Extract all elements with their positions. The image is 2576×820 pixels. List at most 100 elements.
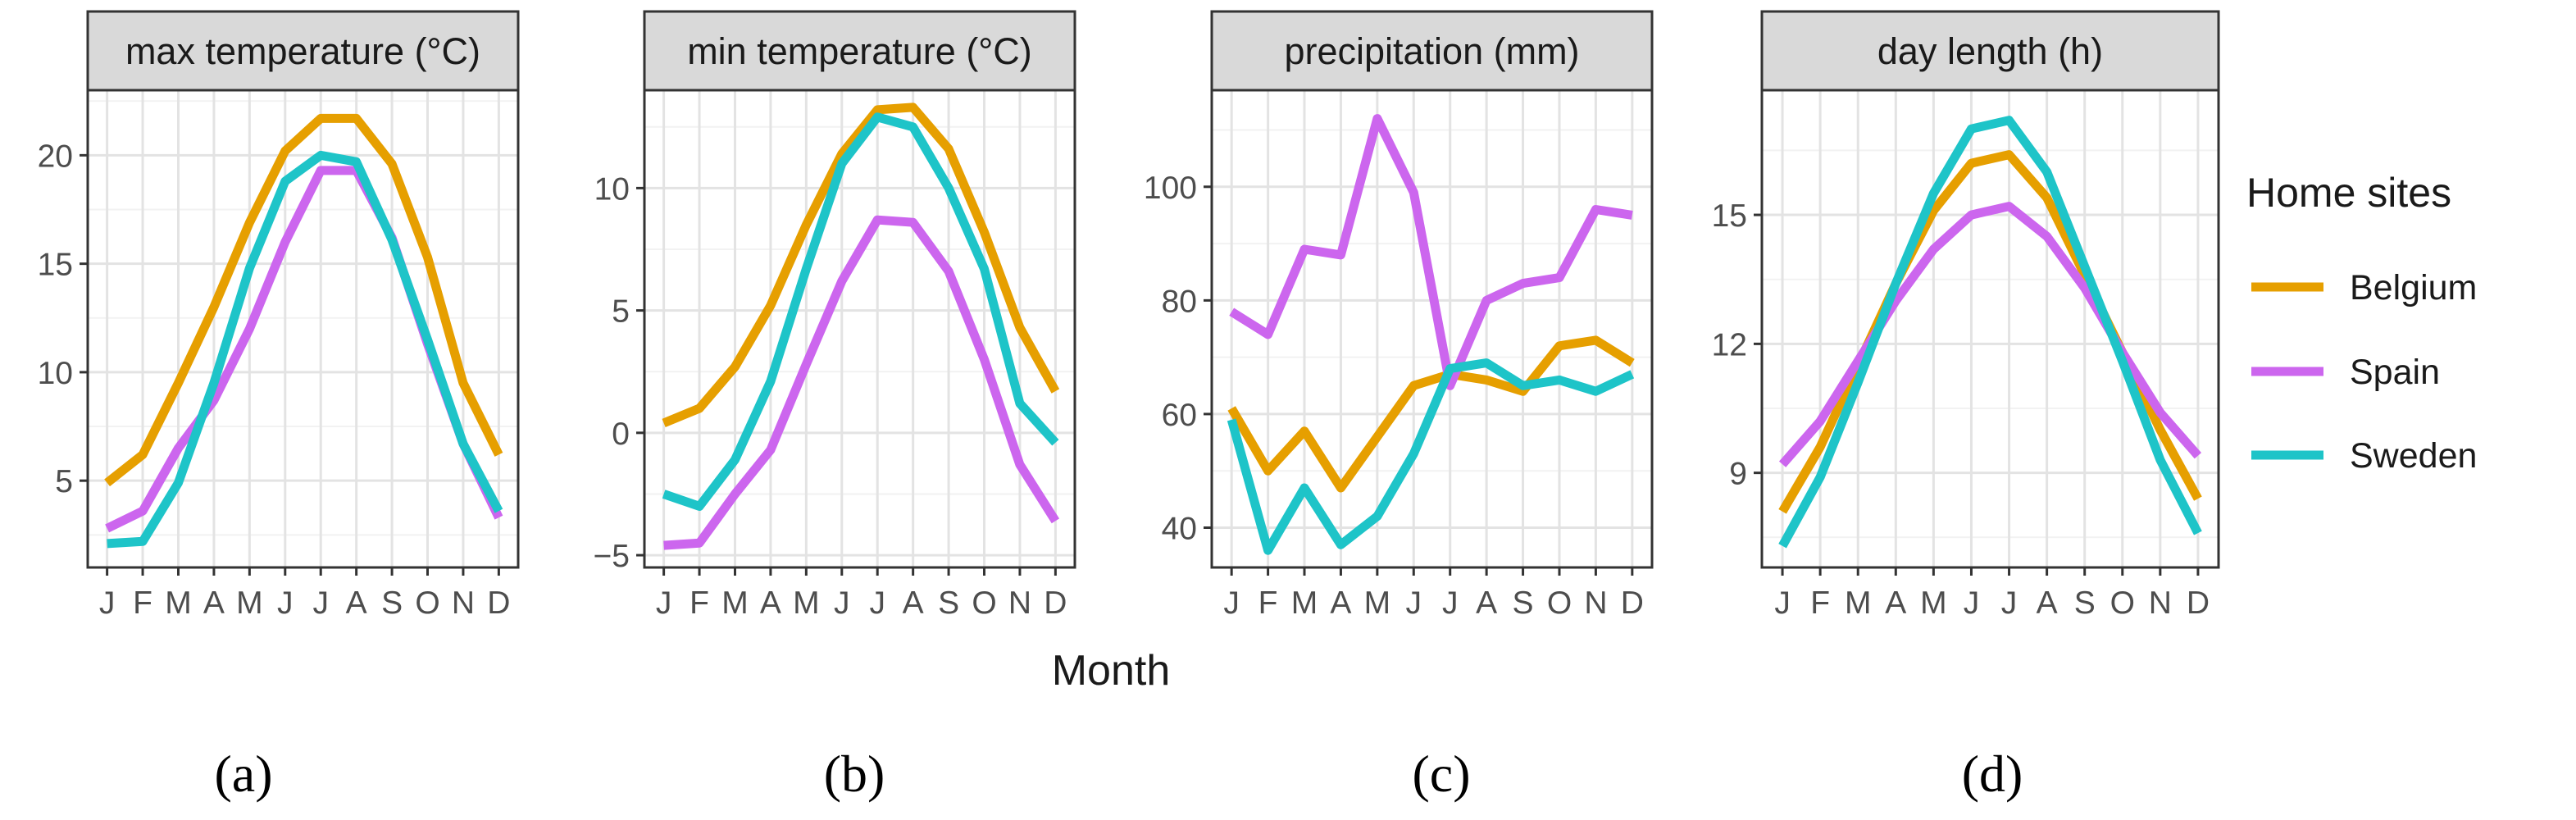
- series-line-spain: [1229, 114, 1633, 390]
- x-tick-label: S: [1513, 585, 1534, 621]
- x-tick-label: J: [277, 585, 294, 621]
- panel-label-c: (c): [1412, 745, 1470, 803]
- y-tick-label: 5: [612, 294, 630, 330]
- series-line-spain: [1778, 202, 2202, 467]
- x-tick-label: J: [1964, 585, 1980, 621]
- x-tick-label: A: [903, 585, 924, 621]
- x-tick-label: J: [1774, 585, 1791, 621]
- panel-border: [1210, 89, 1654, 569]
- legend-title: Home sites: [2246, 170, 2451, 216]
- x-tick-label: M: [165, 585, 192, 621]
- series-line-spain: [105, 166, 503, 533]
- y-tick-label: 60: [1162, 398, 1197, 433]
- x-tick-label: A: [346, 585, 367, 621]
- panel-border: [86, 89, 520, 569]
- y-tick-label: −5: [594, 539, 630, 574]
- x-tick-label: F: [690, 585, 709, 621]
- legend: Home sites Belgium Spain Sweden: [2246, 170, 2477, 476]
- facet-strip: [86, 10, 520, 92]
- y-tick-label: 100: [1144, 171, 1197, 206]
- x-tick-label: N: [452, 585, 475, 621]
- facet-strip-title: min temperature (°C): [687, 30, 1032, 72]
- y-tick-label: 10: [38, 356, 73, 391]
- x-tick-label: A: [1885, 585, 1906, 621]
- y-tick-label: 10: [594, 171, 630, 207]
- x-tick-label: A: [760, 585, 781, 621]
- legend-label-sweden: Sweden: [2350, 436, 2477, 476]
- series-line-sweden: [107, 150, 503, 549]
- x-tick-label: M: [1291, 585, 1318, 621]
- x-tick-label: S: [381, 585, 403, 621]
- x-tick-label: O: [415, 585, 439, 621]
- y-tick-label: 9: [1729, 457, 1747, 492]
- x-tick-label: J: [1406, 585, 1422, 621]
- series-line-belgium: [104, 113, 503, 487]
- x-tick-label: J: [1223, 585, 1240, 621]
- x-tick-label: D: [1621, 585, 1644, 621]
- x-tick-label: M: [1920, 585, 1947, 621]
- x-tick-label: F: [1258, 585, 1278, 621]
- y-tick-label: 5: [55, 464, 73, 499]
- x-tick-label: O: [972, 585, 996, 621]
- y-tick-label: 40: [1162, 512, 1197, 547]
- panel-labels: (a) (b) (c) (d): [214, 745, 2023, 803]
- x-tick-label: N: [1008, 585, 1031, 621]
- x-tick-label: A: [1476, 585, 1497, 621]
- series-line-sweden: [1778, 116, 2202, 549]
- x-tick-label: M: [721, 585, 749, 621]
- series-line-spain: [663, 215, 1060, 550]
- x-tick-label: J: [834, 585, 850, 621]
- facet-strip-title: day length (h): [1877, 30, 2103, 72]
- x-tick-label: S: [938, 585, 959, 621]
- facet-strip-title: max temperature (°C): [125, 30, 480, 72]
- x-tick-label: M: [1364, 585, 1391, 621]
- y-tick-label: 80: [1162, 284, 1197, 319]
- x-tick-label: N: [1584, 585, 1607, 621]
- y-tick-label: 12: [1712, 327, 1747, 362]
- x-tick-label: J: [2001, 585, 2018, 621]
- x-tick-label: F: [133, 585, 152, 621]
- panel-border: [643, 89, 1076, 569]
- x-tick-label: A: [203, 585, 225, 621]
- x-tick-label: J: [99, 585, 116, 621]
- facet-strip: [1210, 10, 1654, 92]
- y-tick-label: 20: [38, 139, 73, 174]
- panel-border: [1760, 89, 2220, 569]
- y-tick-label: 0: [612, 417, 630, 452]
- x-tick-label: M: [793, 585, 820, 621]
- x-tick-label: F: [1810, 585, 1830, 621]
- series-line-sweden: [1227, 358, 1635, 555]
- legend-label-belgium: Belgium: [2350, 268, 2477, 308]
- x-tick-label: N: [2149, 585, 2172, 621]
- x-tick-label: A: [1330, 585, 1351, 621]
- x-tick-label: S: [2074, 585, 2096, 621]
- legend-label-spain: Spain: [2350, 353, 2440, 392]
- x-axis-title: Month: [1052, 647, 1171, 695]
- y-tick-label: 15: [1712, 198, 1747, 234]
- y-tick-label: 15: [38, 248, 73, 283]
- x-tick-label: J: [656, 585, 672, 621]
- series-line-belgium: [1227, 335, 1635, 493]
- series-line-sweden: [662, 112, 1059, 511]
- x-tick-label: J: [1442, 585, 1459, 621]
- x-tick-label: D: [2187, 585, 2210, 621]
- x-tick-label: D: [1044, 585, 1067, 621]
- facet-strip: [1760, 10, 2220, 92]
- x-tick-label: M: [1845, 585, 1872, 621]
- panel-label-d: (d): [1962, 745, 2023, 803]
- facet-strip-title: precipitation (mm): [1284, 30, 1579, 72]
- panel-label-a: (a): [214, 745, 272, 803]
- x-tick-label: A: [2037, 585, 2058, 621]
- x-tick-label: O: [2110, 585, 2135, 621]
- series-line-belgium: [662, 102, 1060, 427]
- x-tick-label: J: [869, 585, 885, 621]
- panel-label-b: (b): [824, 745, 885, 803]
- x-tick-label: D: [487, 585, 510, 621]
- x-tick-label: J: [312, 585, 329, 621]
